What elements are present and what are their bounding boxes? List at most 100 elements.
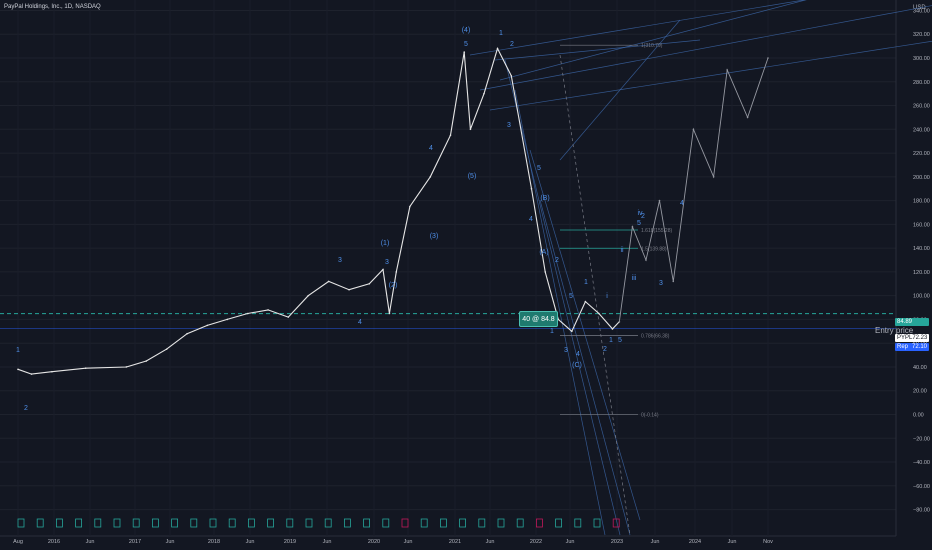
- price-tick-label: 20.00: [913, 389, 927, 395]
- series-point: [544, 271, 547, 273]
- event-marker: [267, 518, 275, 528]
- price-tick-label: 340.00: [913, 8, 930, 14]
- wave-label: (2): [389, 282, 398, 289]
- price-tick-label: 320.00: [913, 32, 930, 38]
- wave-label: 4: [680, 200, 684, 207]
- time-tick-label: Jun: [246, 539, 255, 545]
- fib-level-label: 0.786(66.38): [641, 334, 670, 340]
- position-box[interactable]: 40 @ 84.8: [519, 311, 558, 327]
- price-tick-label: 160.00: [913, 222, 930, 228]
- time-tick-label: Jun: [486, 539, 495, 545]
- series-point: [186, 332, 188, 335]
- wave-label: 3: [507, 122, 511, 129]
- series-point: [382, 268, 384, 271]
- wave-label: 4: [358, 319, 362, 326]
- time-tick-label: 2018: [208, 539, 220, 545]
- series-point: [645, 259, 647, 261]
- pitchfork-line: [469, 0, 806, 56]
- event-marker: [56, 518, 63, 528]
- entry-price-label: Entry price: [875, 326, 914, 335]
- wave-label: (1): [381, 240, 390, 247]
- event-marker: [324, 518, 332, 528]
- price-tick-label: −20.00: [913, 436, 930, 442]
- last-price-value: 72.23: [912, 335, 928, 341]
- series-point: [463, 51, 466, 53]
- wave-label: 2: [24, 405, 28, 412]
- wave-label: iii: [632, 275, 637, 282]
- time-tick-label: Nov: [763, 539, 773, 545]
- series-point: [767, 57, 769, 59]
- pitchfork-line: [494, 39, 701, 61]
- event-marker: [209, 518, 217, 528]
- event-marker: [439, 518, 447, 528]
- price-tick-label: 240.00: [913, 127, 930, 133]
- event-marker: [420, 518, 428, 528]
- series-point: [469, 128, 472, 131]
- event-marker: [401, 518, 409, 528]
- event-marker: [555, 518, 562, 528]
- series-point: [449, 134, 452, 137]
- series-point: [84, 367, 87, 369]
- series-point: [165, 348, 168, 350]
- pitchfork-line: [539, 199, 631, 536]
- series-point: [631, 225, 634, 228]
- price-tick-label: −60.00: [913, 484, 930, 490]
- series-point: [17, 368, 19, 371]
- rep-price-symbol: Rep: [897, 344, 909, 350]
- event-marker: [228, 518, 236, 528]
- series-point: [287, 316, 290, 318]
- time-tick-label: Jun: [323, 539, 332, 545]
- wave-label: (5): [468, 173, 477, 180]
- event-marker: [190, 518, 198, 528]
- wave-label: 5: [618, 337, 622, 344]
- pitchfork-line: [499, 0, 807, 81]
- series-point: [598, 312, 600, 315]
- price-tick-label: 140.00: [913, 246, 930, 252]
- series-point: [496, 47, 499, 50]
- price-tick-label: 180.00: [913, 199, 930, 205]
- wave-label: 1: [550, 328, 554, 335]
- series-point: [30, 373, 33, 375]
- price-tick-label: 0.00: [913, 413, 924, 419]
- price-tick-label: 300.00: [913, 56, 930, 62]
- fib-level-label: 1.618(155.28): [641, 228, 672, 234]
- wave-label: 5: [537, 165, 541, 172]
- event-marker: [36, 518, 44, 528]
- wave-label: 1: [584, 279, 588, 286]
- series-point: [368, 282, 371, 285]
- wave-label: 4: [576, 351, 580, 358]
- event-marker: [151, 518, 159, 528]
- time-tick-label: Jun: [86, 539, 95, 545]
- time-tick-label: Jun: [728, 539, 737, 545]
- wave-label: 3: [564, 347, 568, 354]
- series-point: [571, 330, 573, 333]
- price-tick-label: 100.00: [913, 294, 930, 300]
- pitchfork-line: [514, 89, 606, 536]
- series-point: [618, 321, 621, 323]
- event-marker: [113, 518, 121, 528]
- event-marker: [17, 518, 25, 528]
- event-marker: [574, 518, 582, 528]
- series-point: [267, 309, 269, 311]
- event-marker: [75, 518, 82, 528]
- wave-label: (B): [540, 195, 549, 202]
- wave-label: 5: [637, 220, 641, 227]
- event-marker: [132, 518, 140, 528]
- event-marker: [459, 518, 467, 528]
- wave-label: 3: [385, 259, 389, 266]
- time-tick-label: Jun: [166, 539, 175, 545]
- wave-label: i: [606, 293, 608, 300]
- series-point: [429, 176, 432, 178]
- wave-label: (A): [539, 249, 548, 256]
- fib-level-label: 1.5(139.88): [641, 246, 667, 252]
- time-tick-label: 2023: [611, 539, 623, 545]
- time-tick-label: Jun: [566, 539, 575, 545]
- event-marker: [343, 518, 351, 528]
- series-line-pypl: [17, 47, 620, 375]
- wave-label: ii: [620, 247, 624, 254]
- last-price-tag: PYPL 72.23: [895, 334, 929, 342]
- price-tick-label: −80.00: [913, 508, 930, 514]
- wave-label: 2: [555, 257, 559, 264]
- series-point: [348, 288, 350, 291]
